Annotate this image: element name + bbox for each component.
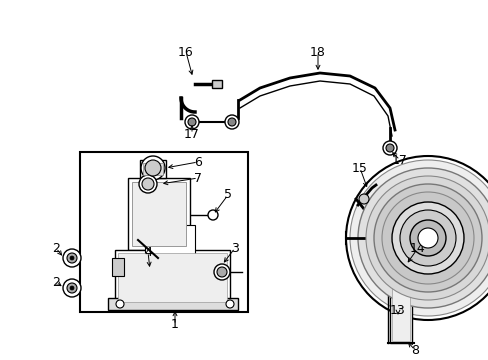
Bar [118, 253, 226, 302]
Circle shape [214, 264, 229, 280]
Bar [212, 80, 222, 88]
Text: 15: 15 [351, 162, 367, 175]
Bar [391, 260, 409, 341]
Text: 17: 17 [391, 153, 407, 166]
Circle shape [142, 178, 154, 190]
Circle shape [141, 156, 164, 180]
Circle shape [207, 210, 218, 220]
Bar [142, 163, 163, 175]
Circle shape [382, 141, 396, 155]
Bar [132, 182, 185, 246]
Text: 3: 3 [231, 242, 239, 255]
Bar [389, 258, 411, 343]
Text: 13: 13 [389, 303, 405, 316]
Circle shape [385, 144, 393, 152]
Text: 7: 7 [194, 171, 202, 184]
Circle shape [365, 176, 488, 300]
Circle shape [399, 210, 455, 266]
Circle shape [67, 283, 77, 293]
Circle shape [187, 118, 196, 126]
Circle shape [63, 279, 81, 297]
Text: 6: 6 [194, 156, 202, 168]
Text: 1: 1 [171, 319, 179, 332]
Circle shape [358, 194, 368, 204]
Text: 17: 17 [183, 127, 200, 140]
Circle shape [224, 115, 239, 129]
Circle shape [145, 160, 161, 176]
Circle shape [70, 256, 74, 260]
Circle shape [63, 249, 81, 267]
Circle shape [184, 115, 199, 129]
Circle shape [391, 202, 463, 274]
Text: 14: 14 [409, 242, 425, 255]
Text: 8: 8 [410, 343, 418, 356]
Circle shape [409, 220, 445, 256]
Circle shape [225, 300, 234, 308]
Text: 16: 16 [178, 45, 193, 58]
Circle shape [373, 184, 481, 292]
Text: 5: 5 [224, 189, 231, 202]
Circle shape [227, 118, 236, 126]
Text: 2: 2 [52, 275, 60, 288]
Bar [128, 178, 190, 250]
Bar [108, 298, 238, 310]
Circle shape [116, 300, 124, 308]
Text: 4: 4 [144, 246, 152, 258]
Circle shape [357, 168, 488, 308]
Circle shape [417, 228, 437, 248]
Circle shape [70, 286, 74, 290]
Circle shape [67, 253, 77, 263]
Bar [145, 225, 195, 255]
Circle shape [139, 175, 157, 193]
Bar [112, 258, 124, 276]
Circle shape [346, 156, 488, 320]
Text: 18: 18 [309, 45, 325, 58]
Circle shape [349, 160, 488, 316]
Circle shape [381, 192, 473, 284]
Circle shape [217, 267, 226, 277]
Bar [140, 160, 165, 178]
Bar [115, 250, 229, 305]
Bar [80, 152, 247, 312]
Text: 2: 2 [52, 242, 60, 255]
